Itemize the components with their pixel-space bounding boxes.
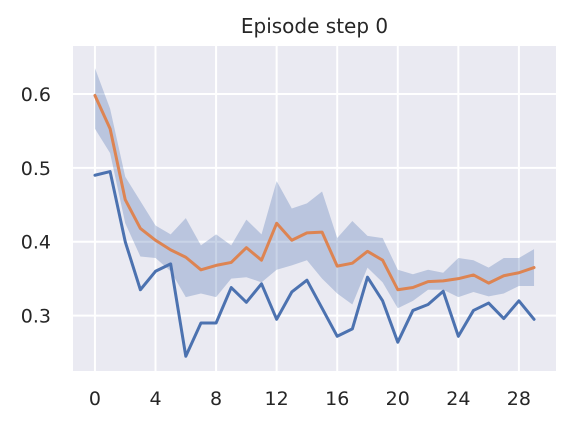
y-tick-label: 0.5 (21, 158, 51, 180)
grid (73, 46, 556, 371)
x-tick-label: 0 (89, 388, 101, 410)
plot-area (73, 46, 556, 371)
x-tick-label: 8 (210, 388, 222, 410)
x-tick-label: 20 (386, 388, 410, 410)
confidence-band-layer (94, 68, 535, 309)
series-line-0 (93, 170, 536, 358)
x-tick-label: 12 (265, 388, 289, 410)
x-tick-label: 24 (446, 388, 470, 410)
confidence-band (94, 68, 535, 309)
y-tick-label: 0.3 (21, 306, 51, 328)
x-tick-label: 16 (325, 388, 349, 410)
y-tick-labels: 0.3 0.4 0.5 0.6 (21, 84, 51, 328)
x-tick-label: 28 (507, 388, 531, 410)
series-line-1 (93, 93, 536, 292)
x-tick-labels: 0 4 8 12 16 20 24 28 (89, 388, 531, 410)
y-tick-label: 0.4 (21, 232, 51, 254)
series-lines-layer (93, 93, 536, 358)
chart-title: Episode step 0 (241, 14, 388, 38)
y-tick-label: 0.6 (21, 84, 51, 106)
x-tick-label: 4 (149, 388, 161, 410)
